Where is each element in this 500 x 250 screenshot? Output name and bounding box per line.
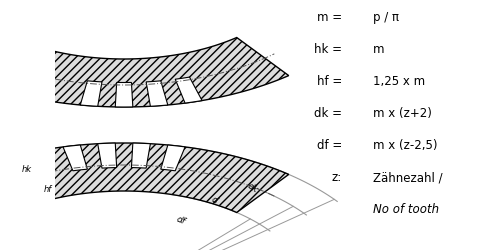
Text: p / π: p / π xyxy=(373,11,399,24)
Polygon shape xyxy=(80,81,102,106)
Polygon shape xyxy=(0,38,288,107)
Text: dk =: dk = xyxy=(314,107,342,120)
Text: m x (z-2,5): m x (z-2,5) xyxy=(373,139,438,152)
Polygon shape xyxy=(175,77,202,103)
Text: z:: z: xyxy=(332,171,342,184)
Text: df: df xyxy=(175,214,186,226)
Text: hf: hf xyxy=(44,185,52,194)
Polygon shape xyxy=(132,143,150,168)
Polygon shape xyxy=(0,143,288,212)
Text: m: m xyxy=(373,43,384,56)
Text: hk =: hk = xyxy=(314,43,342,56)
Text: No of tooth: No of tooth xyxy=(373,203,440,216)
Text: hk: hk xyxy=(22,165,32,174)
Polygon shape xyxy=(116,82,133,107)
Polygon shape xyxy=(98,143,116,168)
Polygon shape xyxy=(146,81,168,106)
Text: 1,25 x m: 1,25 x m xyxy=(373,75,426,88)
Text: df =: df = xyxy=(317,139,342,152)
Text: hf =: hf = xyxy=(317,75,342,88)
Polygon shape xyxy=(161,145,185,171)
Text: d: d xyxy=(209,195,218,205)
Text: m x (z+2): m x (z+2) xyxy=(373,107,432,120)
Text: m =: m = xyxy=(317,11,342,24)
Polygon shape xyxy=(63,145,88,171)
Text: Zähnezahl /: Zähnezahl / xyxy=(373,171,443,184)
Text: dk: dk xyxy=(246,181,260,194)
